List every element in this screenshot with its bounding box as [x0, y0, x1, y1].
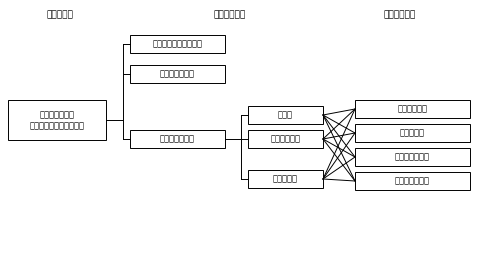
Bar: [355, 100, 470, 118]
Bar: [130, 130, 225, 148]
Bar: [130, 65, 225, 83]
Bar: [8, 100, 106, 140]
Bar: [355, 148, 470, 166]
Text: （発泡方法）: （発泡方法）: [214, 10, 246, 19]
Bar: [248, 106, 323, 124]
Text: 機　械　発　泡: 機 械 発 泡: [160, 135, 195, 144]
Bar: [355, 172, 470, 190]
Bar: [130, 35, 225, 53]
Text: ポリオール成分
ポリイソシアネート成分: ポリオール成分 ポリイソシアネート成分: [29, 110, 85, 130]
Text: スプレー法: スプレー法: [273, 174, 298, 183]
Text: 簡　易　発　泡: 簡 易 発 泡: [160, 70, 195, 78]
Bar: [248, 170, 323, 188]
Text: （成形方法）: （成形方法）: [384, 10, 416, 19]
Bar: [248, 130, 323, 148]
Text: モールド成形: モールド成形: [398, 104, 427, 114]
Text: ハンドミキシング発泡: ハンドミキシング発泡: [153, 40, 202, 49]
Text: （原　液）: （原 液）: [46, 10, 73, 19]
Text: スラブ成形: スラブ成形: [400, 129, 425, 137]
Text: ラミネート成形: ラミネート成形: [395, 152, 430, 162]
Text: フロス注入法: フロス注入法: [270, 135, 300, 144]
Text: 注入法: 注入法: [278, 110, 293, 119]
Bar: [355, 124, 470, 142]
Text: 現　場　発　泡: 現 場 発 泡: [395, 177, 430, 185]
